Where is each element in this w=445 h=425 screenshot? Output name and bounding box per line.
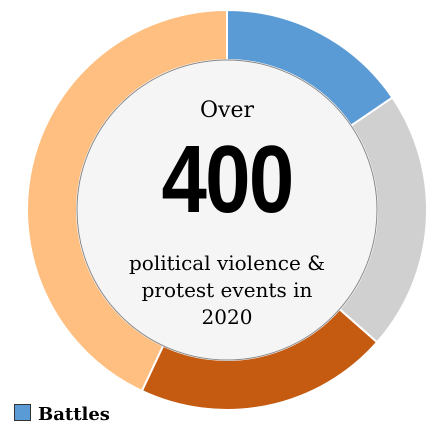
- center-subtitle-line-3: 2020: [201, 305, 253, 329]
- donut-hole: [76, 59, 378, 361]
- center-over-text: Over: [199, 98, 254, 123]
- center-count: 400: [161, 126, 294, 233]
- donut-slices: [26, 8, 428, 411]
- center-subtitle-line-2: protest events in: [141, 278, 313, 302]
- center-subtitle: political violence & protest events in 2…: [92, 250, 362, 331]
- legend-swatch-1: [14, 404, 31, 421]
- legend-label-1: Battles: [38, 404, 110, 425]
- center-subtitle-line-1: political violence &: [129, 251, 325, 275]
